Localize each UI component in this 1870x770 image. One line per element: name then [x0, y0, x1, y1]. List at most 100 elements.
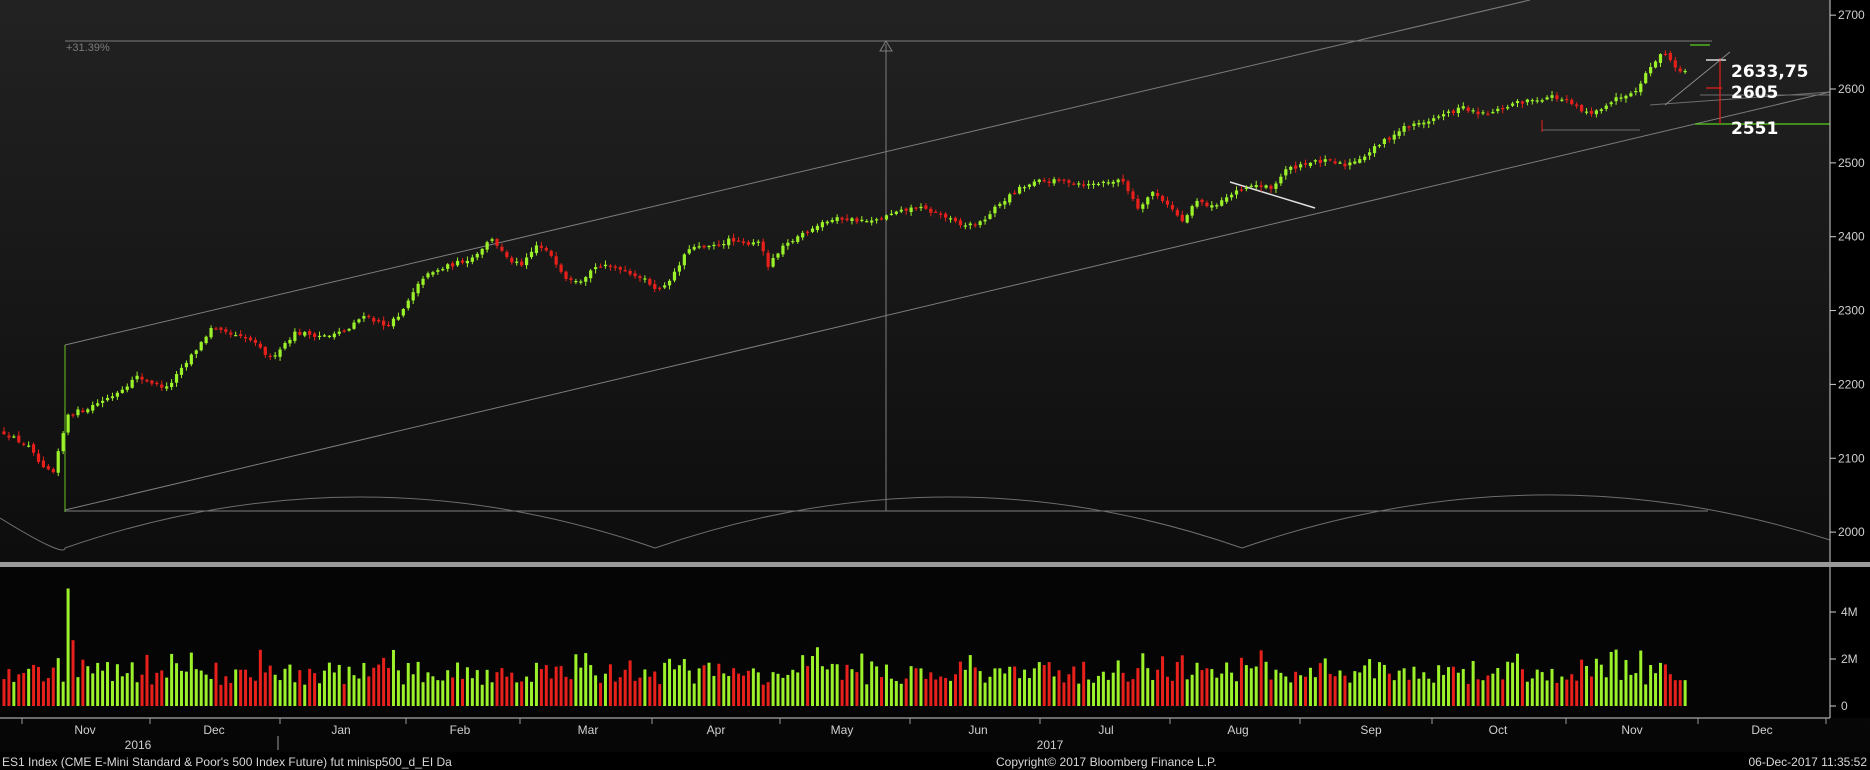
candle-body	[712, 244, 716, 247]
candle	[983, 215, 987, 225]
candle	[1333, 158, 1337, 165]
candle	[86, 407, 90, 414]
volume-bar	[505, 676, 509, 706]
volume-tick-label: 4M	[1841, 605, 1858, 619]
volume-bar	[574, 654, 578, 706]
candle	[170, 379, 174, 391]
volume-bar	[224, 676, 228, 706]
candle-body	[1323, 159, 1327, 162]
candle	[298, 328, 302, 336]
candle	[520, 258, 524, 268]
candle	[140, 373, 144, 384]
candle	[426, 271, 430, 280]
candle	[663, 282, 667, 290]
candle-body	[150, 380, 154, 384]
candle-body	[22, 443, 26, 445]
candle	[653, 279, 657, 293]
volume-bar	[460, 678, 464, 706]
price-level-label: 2633,75	[1731, 62, 1808, 82]
candle-body	[1170, 205, 1175, 210]
candle	[293, 328, 297, 344]
volume-bar	[451, 677, 455, 706]
volume-bar	[1442, 674, 1446, 706]
month-label: Mar	[578, 723, 599, 737]
candle-body	[411, 292, 415, 301]
price-tick-label: 2400	[1838, 230, 1865, 244]
volume-bar	[820, 666, 824, 706]
candle	[875, 217, 879, 224]
candle-body	[1269, 185, 1273, 189]
volume-bar	[510, 672, 514, 706]
volume-bar	[1269, 679, 1273, 706]
candle-body	[367, 315, 371, 318]
volume-bar	[130, 662, 134, 706]
candle	[431, 270, 435, 278]
candle-body	[534, 245, 539, 254]
candle	[322, 333, 327, 338]
candle	[1422, 119, 1426, 129]
candle-body	[278, 349, 282, 357]
volume-bar	[1190, 674, 1194, 706]
candle	[771, 253, 775, 268]
volume-bar	[1614, 649, 1618, 706]
candle-body	[1229, 194, 1234, 198]
volume-bar	[633, 680, 637, 706]
volume-bar	[1289, 682, 1293, 706]
candle-body	[1200, 199, 1204, 203]
candle	[638, 274, 642, 283]
volume-bar	[37, 666, 41, 706]
candle-body	[1575, 104, 1579, 106]
candle	[1634, 87, 1638, 96]
volume-bar	[288, 664, 292, 706]
candle-body	[741, 241, 746, 244]
candle	[263, 345, 267, 358]
month-label: Nov	[1621, 723, 1642, 737]
candle	[174, 371, 179, 387]
candle	[145, 378, 149, 383]
candle	[101, 396, 105, 408]
volume-bar	[332, 672, 336, 706]
volume-bar	[756, 672, 760, 706]
candle	[1540, 98, 1544, 104]
volume-bar	[761, 684, 765, 706]
volume-bar	[687, 670, 691, 706]
candle-body	[283, 343, 287, 349]
volume-bar	[554, 666, 558, 706]
candle-body	[470, 257, 474, 262]
volume-bar	[530, 681, 534, 706]
candle	[929, 206, 933, 217]
volume-bar	[421, 682, 425, 706]
candle-body	[263, 346, 267, 355]
candle-body	[732, 237, 736, 242]
candle-body	[160, 384, 164, 388]
volume-bar	[1471, 660, 1475, 706]
candle	[944, 212, 948, 222]
volume-bar	[1131, 679, 1135, 706]
volume-bar	[860, 653, 864, 706]
candle-body	[677, 265, 682, 272]
candle	[105, 394, 110, 402]
volume-bar	[963, 669, 967, 706]
candle-body	[1013, 192, 1017, 195]
candle-body	[317, 335, 322, 338]
candle-body	[1589, 110, 1594, 114]
candle	[1032, 179, 1036, 188]
volume-bar	[1294, 671, 1298, 706]
volume-bar	[1555, 682, 1559, 706]
candle-body	[1461, 106, 1465, 109]
volume-bar	[1092, 682, 1096, 706]
volume-bar	[2, 679, 6, 706]
candle-body	[1515, 101, 1520, 104]
volume-bar	[958, 661, 962, 706]
candle-body	[500, 246, 504, 251]
candle-body	[1584, 111, 1589, 113]
candle-body	[268, 355, 272, 358]
candle-body	[1067, 180, 1071, 183]
candle	[1560, 97, 1564, 102]
candle-body	[1609, 102, 1613, 105]
candle-body	[1565, 99, 1569, 101]
volume-bar	[475, 670, 479, 706]
volume-bar	[1318, 663, 1322, 706]
candle	[1653, 60, 1658, 69]
candle	[317, 331, 322, 340]
